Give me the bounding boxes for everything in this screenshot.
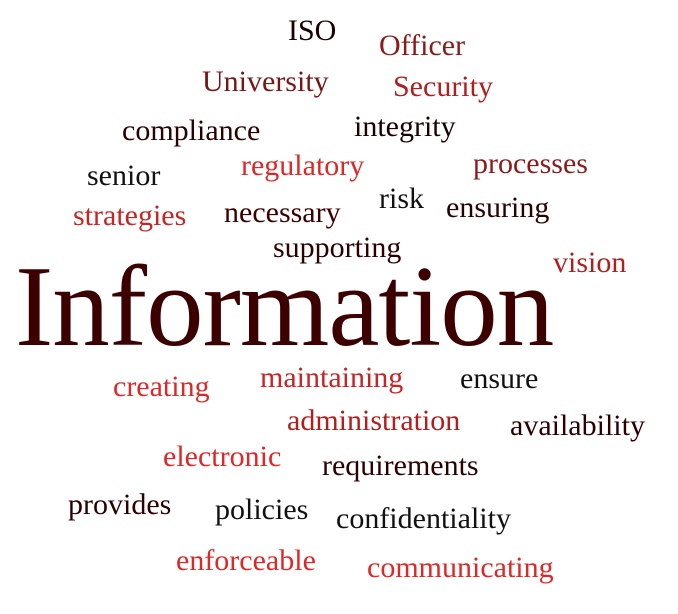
word-creating: creating — [113, 370, 210, 403]
word-officer: Officer — [379, 29, 466, 62]
word-necessary: necessary — [224, 196, 341, 229]
word-requirements: requirements — [322, 449, 479, 482]
word-university: University — [202, 65, 329, 98]
word-communicating: communicating — [367, 551, 554, 584]
word-policies: policies — [215, 493, 309, 526]
word-integrity: integrity — [354, 110, 456, 143]
word-information: Information — [15, 243, 554, 370]
word-electronic: electronic — [163, 440, 282, 473]
word-compliance: compliance — [122, 114, 261, 147]
word-enforceable: enforceable — [176, 544, 316, 577]
word-security: Security — [393, 70, 493, 103]
word-processes: processes — [473, 147, 588, 180]
word-ensuring: ensuring — [446, 191, 550, 224]
word-risk: risk — [379, 182, 424, 215]
word-iso: ISO — [288, 14, 337, 47]
word-senior: senior — [87, 159, 161, 192]
word-maintaining: maintaining — [260, 361, 404, 394]
word-ensure: ensure — [460, 362, 539, 395]
word-availability: availability — [510, 409, 645, 442]
word-regulatory: regulatory — [241, 149, 365, 182]
word-supporting: supporting — [273, 231, 402, 264]
word-administration: administration — [287, 404, 461, 437]
word-confidentiality: confidentiality — [336, 502, 511, 535]
word-provides: provides — [68, 488, 172, 521]
word-vision: vision — [553, 246, 627, 279]
word-strategies: strategies — [73, 199, 187, 232]
